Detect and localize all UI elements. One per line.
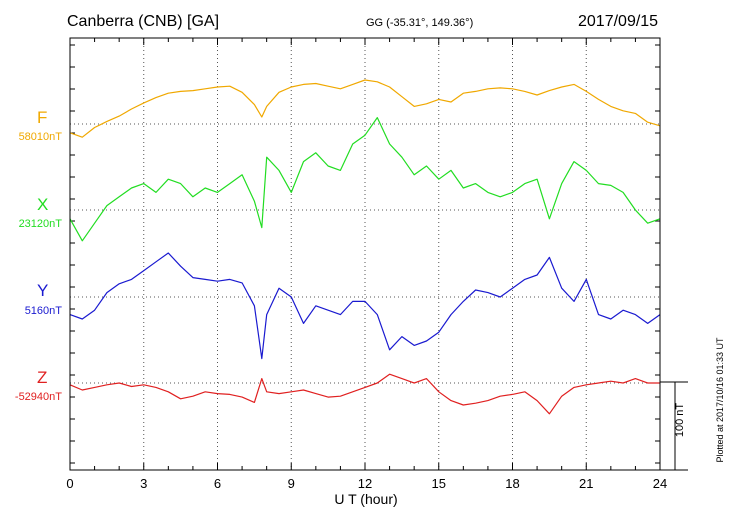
x-tick-label: 24 bbox=[652, 476, 668, 491]
grid-lines bbox=[70, 38, 660, 470]
series-label-y: Y bbox=[37, 281, 49, 300]
series-line-y bbox=[69, 252, 661, 360]
x-tick-label: 12 bbox=[357, 476, 373, 491]
x-tick-label: 18 bbox=[505, 476, 520, 491]
baseline-label-z: -52940nT bbox=[14, 391, 62, 403]
series-line-f bbox=[69, 79, 661, 138]
station-coordinates: GG (-35.31°, 149.36°) bbox=[366, 17, 474, 29]
series-label-f: F bbox=[37, 108, 48, 127]
x-tick-label: 0 bbox=[66, 476, 74, 491]
x-tick-label: 9 bbox=[287, 476, 295, 491]
baseline-label-y: 5160nT bbox=[24, 305, 62, 317]
series-line-z bbox=[69, 373, 660, 415]
x-tick-label: 6 bbox=[213, 476, 222, 491]
chart-date: 2017/09/15 bbox=[578, 13, 659, 30]
x-tick-label: 21 bbox=[579, 476, 594, 491]
scale-bar-label: 100 nT bbox=[674, 402, 686, 438]
chart-title: Canberra (CNB) [GA] bbox=[67, 13, 220, 30]
plotted-timestamp: Plotted at 2017/10/16 01:33 UT bbox=[715, 337, 725, 463]
plot-frame bbox=[69, 37, 661, 471]
x-tick-label: 3 bbox=[140, 476, 148, 491]
baseline-label-x: 23120nT bbox=[18, 218, 62, 230]
x-tick-label: 15 bbox=[431, 476, 446, 491]
series-line-x bbox=[69, 116, 661, 242]
series-lines bbox=[69, 79, 661, 415]
axis-ticks bbox=[69, 38, 661, 470]
baseline-label-f: 58010nT bbox=[18, 131, 62, 143]
scale-bar bbox=[660, 381, 688, 471]
x-axis-label: U T (hour) bbox=[334, 491, 398, 507]
series-label-x: X bbox=[37, 195, 49, 214]
series-label-z: Z bbox=[37, 368, 48, 387]
